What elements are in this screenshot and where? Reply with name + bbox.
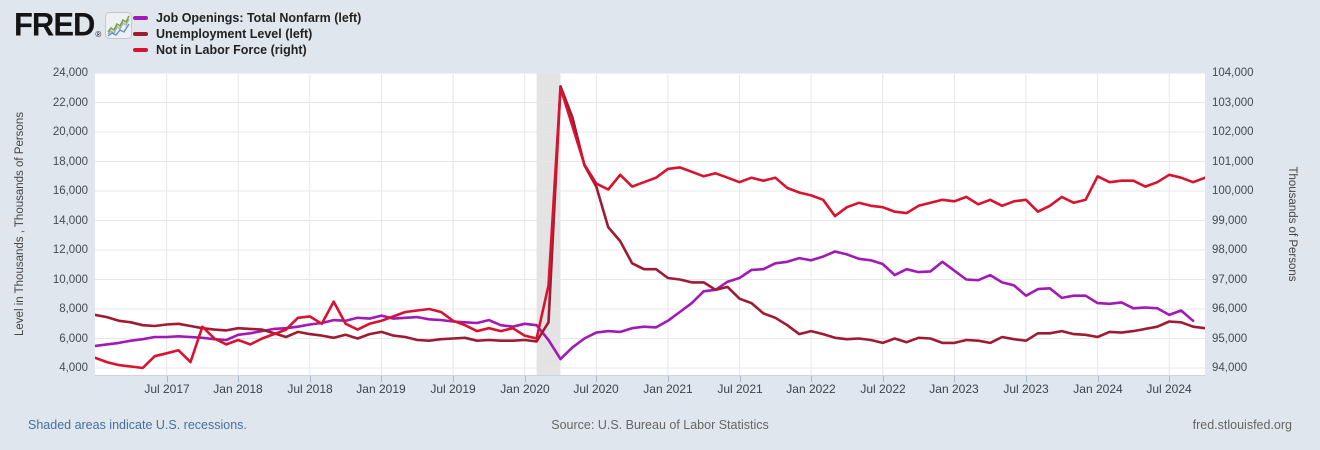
left-axis-tick-label: 12,000 <box>52 244 88 256</box>
x-axis-tick-mark <box>167 376 168 382</box>
x-axis-tick-label: Jul 2024 <box>1146 382 1192 396</box>
right-axis-tick-label: 97,000 <box>1212 273 1248 286</box>
left-axis-tick-label: 20,000 <box>52 126 88 138</box>
x-axis-tick-mark <box>740 376 741 382</box>
x-axis-tick-mark <box>1098 376 1099 382</box>
right-axis-tick-label: 104,000 <box>1212 67 1254 79</box>
legend-item-not-in-labor-force[interactable]: Not in Labor Force (right) <box>133 42 361 58</box>
left-axis-tick-label: 16,000 <box>52 185 88 197</box>
right-axis-tick-label: 95,000 <box>1212 332 1248 345</box>
x-axis-tick-mark <box>883 376 884 382</box>
recession-band <box>536 73 561 375</box>
x-axis-tick-label: Jul 2022 <box>860 382 906 396</box>
x-axis-tick-label: Jul 2019 <box>430 382 476 396</box>
x-axis-tick-label: Jan 2019 <box>356 382 406 396</box>
x-axis-tick-label: Jan 2022 <box>786 382 836 396</box>
right-axis-tick-label: 98,000 <box>1212 244 1248 256</box>
left-axis-tick-label: 24,000 <box>52 67 88 79</box>
legend-item-job-openings[interactable]: Job Openings: Total Nonfarm (left) <box>133 10 361 26</box>
series-line-unemployment <box>95 85 1205 345</box>
legend-label: Unemployment Level (left) <box>156 27 313 41</box>
x-axis-tick-label: Jan 2024 <box>1073 382 1123 396</box>
x-axis-tick-mark <box>1026 376 1027 382</box>
x-axis-tick-label: Jan 2021 <box>643 382 693 396</box>
left-axis-tick-label: 22,000 <box>52 96 88 109</box>
left-axis-tick-label: 6,000 <box>59 332 88 345</box>
x-axis-tick-mark <box>596 376 597 382</box>
x-axis-tick-label: Jul 2021 <box>717 382 763 396</box>
x-axis-tick-mark <box>811 376 812 382</box>
right-axis-tick-label: 102,000 <box>1212 126 1254 138</box>
fred-logo[interactable]: FRED ® <box>14 6 133 44</box>
left-axis-tick-label: 14,000 <box>52 214 88 227</box>
plot-area[interactable] <box>95 73 1205 376</box>
legend: Job Openings: Total Nonfarm (left) Unemp… <box>133 10 361 58</box>
x-axis-tick-mark <box>668 376 669 382</box>
x-axis-tick-label: Jul 2017 <box>144 382 190 396</box>
series-line-job-openings <box>95 250 1195 361</box>
source-text[interactable]: Source: U.S. Bureau of Labor Statistics <box>551 418 769 432</box>
left-axis-tick-label: 8,000 <box>59 303 88 315</box>
fred-logo-text: FRED <box>14 6 95 43</box>
x-axis-tick-mark <box>954 376 955 382</box>
x-axis-tick-label: Jul 2023 <box>1003 382 1049 396</box>
right-axis-tick-label: 99,000 <box>1212 214 1248 227</box>
x-axis-tick-label: Jan 2023 <box>929 382 979 396</box>
recession-note-link[interactable]: Shaded areas indicate U.S. recessions. <box>28 418 247 432</box>
right-axis-tick-label: 100,000 <box>1212 185 1254 197</box>
x-axis-tick-label: Jan 2020 <box>500 382 550 396</box>
right-axis-tick-label: 103,000 <box>1212 96 1254 109</box>
right-axis-title: Thousands of Persons <box>1286 166 1298 282</box>
legend-label: Job Openings: Total Nonfarm (left) <box>156 11 362 25</box>
x-axis-tick-mark <box>453 376 454 382</box>
chart-canvas <box>95 73 1205 375</box>
x-axis-tick-label: Jul 2020 <box>573 382 619 396</box>
fred-site-link[interactable]: fred.stlouisfed.org <box>1192 418 1292 432</box>
legend-item-unemployment[interactable]: Unemployment Level (left) <box>133 26 361 42</box>
series-line-not-in-labor-force <box>95 86 1205 370</box>
x-axis-tick-mark <box>238 376 239 382</box>
legend-swatch-unemployment <box>133 32 148 36</box>
x-axis-tick-mark <box>525 376 526 382</box>
x-axis-tick-label: Jan 2018 <box>213 382 263 396</box>
left-axis-tick-label: 4,000 <box>59 362 88 374</box>
fred-logo-chart-icon <box>105 12 133 44</box>
right-axis-tick-label: 101,000 <box>1212 155 1254 168</box>
right-axis-tick-label: 94,000 <box>1212 362 1248 374</box>
x-axis-tick-mark <box>381 376 382 382</box>
registered-trademark: ® <box>95 30 102 39</box>
left-axis-tick-label: 18,000 <box>52 155 88 168</box>
left-axis-tick-label: 10,000 <box>52 273 88 286</box>
legend-swatch-job-openings <box>133 16 148 20</box>
x-axis-tick-mark <box>1169 376 1170 382</box>
legend-swatch-not-in-labor-force <box>133 48 148 52</box>
x-axis-tick-label: Jul 2018 <box>287 382 333 396</box>
legend-label: Not in Labor Force (right) <box>156 43 307 57</box>
x-axis-tick-mark <box>310 376 311 382</box>
right-axis-tick-label: 96,000 <box>1212 303 1248 315</box>
